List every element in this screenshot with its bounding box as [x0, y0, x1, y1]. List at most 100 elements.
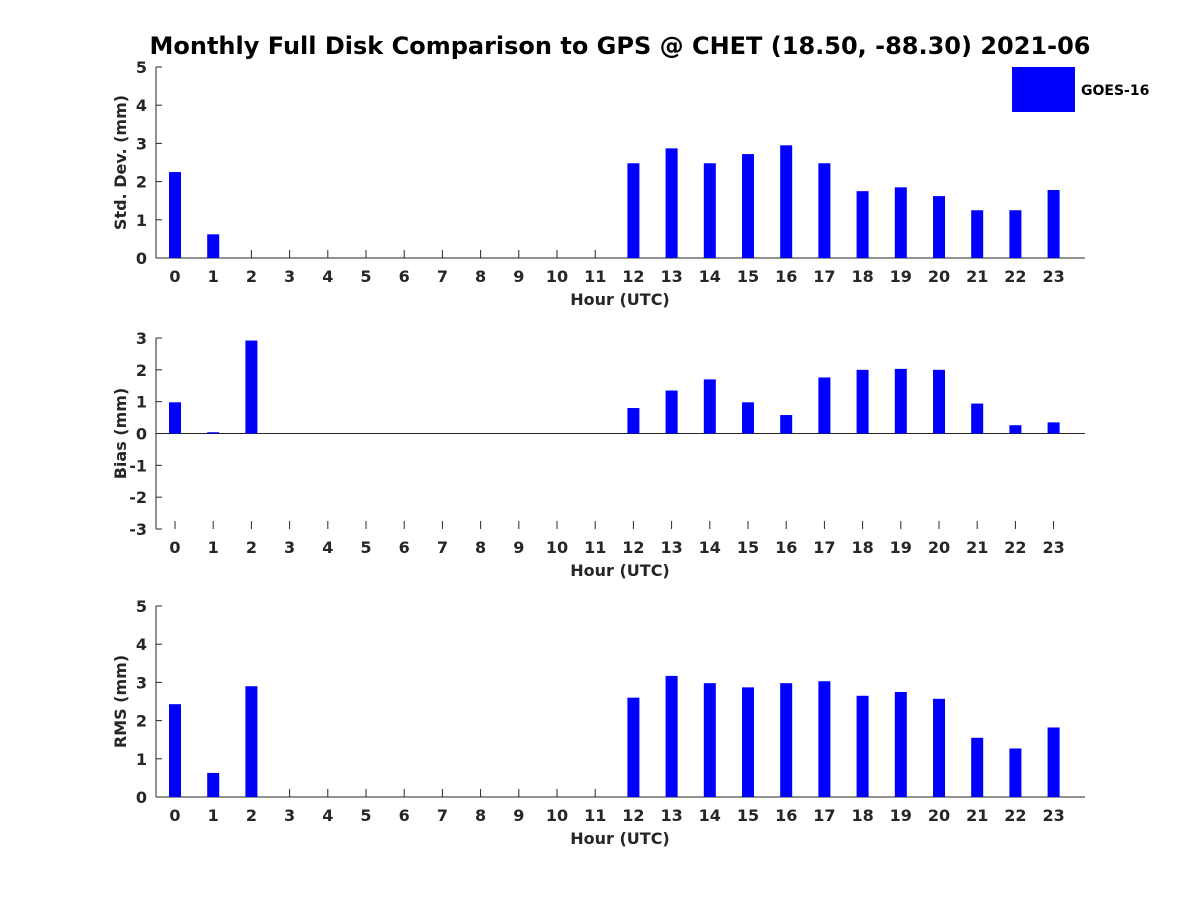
bar-panel-1-hour-22 — [1009, 210, 1022, 258]
x-tick-label-panel-1: 4 — [322, 267, 333, 286]
x-tick-label-panel-3: 8 — [475, 806, 486, 825]
bar-panel-1-hour-18 — [856, 191, 869, 258]
x-tick-label-panel-2: 13 — [660, 538, 682, 557]
x-tick-label-panel-3: 19 — [890, 806, 912, 825]
x-tick-label-panel-3: 18 — [851, 806, 873, 825]
bar-panel-3-hour-22 — [1009, 748, 1022, 797]
x-tick-label-panel-2: 10 — [546, 538, 568, 557]
x-tick-label-panel-1: 6 — [399, 267, 410, 286]
x-tick-label-panel-1: 14 — [699, 267, 721, 286]
x-tick-label-panel-2: 14 — [699, 538, 721, 557]
x-tick-label-panel-1: 1 — [208, 267, 219, 286]
y-tick-label-panel-2: 0 — [136, 425, 147, 444]
x-tick-label-panel-3: 4 — [322, 806, 333, 825]
chart-title: Monthly Full Disk Comparison to GPS @ CH… — [150, 32, 1091, 60]
bar-panel-1-hour-1 — [207, 234, 220, 258]
bar-panel-1-hour-12 — [627, 163, 640, 258]
x-tick-label-panel-3: 23 — [1042, 806, 1064, 825]
x-tick-label-panel-2: 7 — [437, 538, 448, 557]
x-tick-label-panel-3: 5 — [360, 806, 371, 825]
bar-panel-2-hour-15 — [742, 402, 754, 434]
bar-panel-3-hour-21 — [971, 737, 984, 797]
x-tick-label-panel-2: 11 — [584, 538, 606, 557]
x-tick-label-panel-1: 11 — [584, 267, 606, 286]
y-tick-label-panel-2: -2 — [129, 488, 147, 507]
bar-panel-1-hour-16 — [780, 145, 793, 258]
y-tick-label-panel-3: 1 — [136, 750, 147, 769]
y-tick-label-panel-1: 1 — [136, 211, 147, 230]
bar-panel-1-hour-20 — [933, 196, 945, 258]
bar-panel-3-hour-20 — [933, 698, 945, 797]
x-tick-label-panel-3: 17 — [813, 806, 835, 825]
bar-panel-3-hour-15 — [742, 687, 754, 797]
x-tick-label-panel-1: 5 — [360, 267, 371, 286]
y-tick-label-panel-3: 2 — [136, 712, 147, 731]
x-tick-label-panel-2: 12 — [622, 538, 644, 557]
x-tick-label-panel-2: 5 — [360, 538, 371, 557]
y-tick-label-panel-1: 3 — [136, 134, 147, 153]
bar-panel-3-hour-16 — [780, 683, 793, 797]
x-tick-label-panel-1: 17 — [813, 267, 835, 286]
x-tick-label-panel-1: 3 — [284, 267, 295, 286]
bar-panel-3-hour-14 — [703, 683, 716, 797]
bar-panel-3-hour-18 — [856, 695, 869, 797]
bar-panel-1-hour-0 — [169, 172, 181, 258]
y-tick-label-panel-2: -3 — [129, 520, 147, 539]
y-tick-label-panel-2: -1 — [129, 456, 147, 475]
x-tick-label-panel-2: 19 — [890, 538, 912, 557]
x-tick-label-panel-3: 3 — [284, 806, 295, 825]
y-tick-label-panel-3: 0 — [136, 788, 147, 807]
x-tick-label-panel-3: 9 — [513, 806, 524, 825]
y-tick-label-panel-1: 4 — [136, 96, 147, 115]
x-tick-label-panel-3: 10 — [546, 806, 568, 825]
bar-panel-2-hour-23 — [1047, 422, 1060, 434]
x-tick-label-panel-2: 15 — [737, 538, 759, 557]
bar-panel-3-hour-23 — [1047, 727, 1060, 797]
bar-panel-2-hour-16 — [780, 415, 793, 434]
y-tick-label-panel-2: 3 — [136, 329, 147, 348]
y-tick-label-panel-2: 1 — [136, 393, 147, 412]
bar-panel-2-hour-21 — [971, 403, 984, 434]
bar-panel-3-hour-19 — [894, 691, 907, 797]
x-tick-label-panel-1: 16 — [775, 267, 797, 286]
legend-swatch-goes16 — [1012, 67, 1075, 112]
x-tick-label-panel-3: 1 — [208, 806, 219, 825]
x-tick-label-panel-2: 9 — [513, 538, 524, 557]
x-tick-label-panel-2: 1 — [208, 538, 219, 557]
y-tick-label-panel-1: 5 — [136, 58, 147, 77]
x-tick-label-panel-3: 16 — [775, 806, 797, 825]
bar-panel-1-hour-17 — [818, 163, 831, 258]
x-tick-label-panel-1: 15 — [737, 267, 759, 286]
x-tick-label-panel-3: 12 — [622, 806, 644, 825]
bar-panel-2-hour-1 — [207, 432, 220, 434]
x-tick-label-panel-1: 13 — [660, 267, 682, 286]
y-tick-label-panel-2: 2 — [136, 361, 147, 380]
x-tick-label-panel-2: 3 — [284, 538, 295, 557]
x-tick-label-panel-1: 8 — [475, 267, 486, 286]
x-tick-label-panel-3: 14 — [699, 806, 721, 825]
x-axis-label-panel-3: Hour (UTC) — [570, 829, 670, 848]
bar-panel-1-hour-21 — [971, 210, 984, 258]
x-tick-label-panel-3: 15 — [737, 806, 759, 825]
bar-panel-3-hour-17 — [818, 681, 831, 797]
bar-panel-2-hour-19 — [894, 368, 907, 434]
x-tick-label-panel-3: 22 — [1004, 806, 1026, 825]
x-tick-label-panel-1: 22 — [1004, 267, 1026, 286]
bar-panel-2-hour-13 — [665, 390, 678, 434]
x-tick-label-panel-2: 8 — [475, 538, 486, 557]
bar-panel-2-hour-20 — [933, 369, 945, 434]
bar-panel-1-hour-14 — [703, 163, 716, 258]
bar-panel-2-hour-14 — [703, 379, 716, 434]
x-tick-label-panel-2: 20 — [928, 538, 950, 557]
x-tick-label-panel-1: 23 — [1042, 267, 1064, 286]
bar-panel-1-hour-13 — [665, 148, 678, 258]
x-tick-label-panel-2: 22 — [1004, 538, 1026, 557]
x-tick-label-panel-1: 10 — [546, 267, 568, 286]
bar-panel-1-hour-23 — [1047, 190, 1060, 258]
x-tick-label-panel-1: 20 — [928, 267, 950, 286]
bar-panel-2-hour-18 — [856, 369, 869, 434]
bar-panel-2-hour-12 — [627, 408, 640, 434]
x-tick-label-panel-1: 9 — [513, 267, 524, 286]
